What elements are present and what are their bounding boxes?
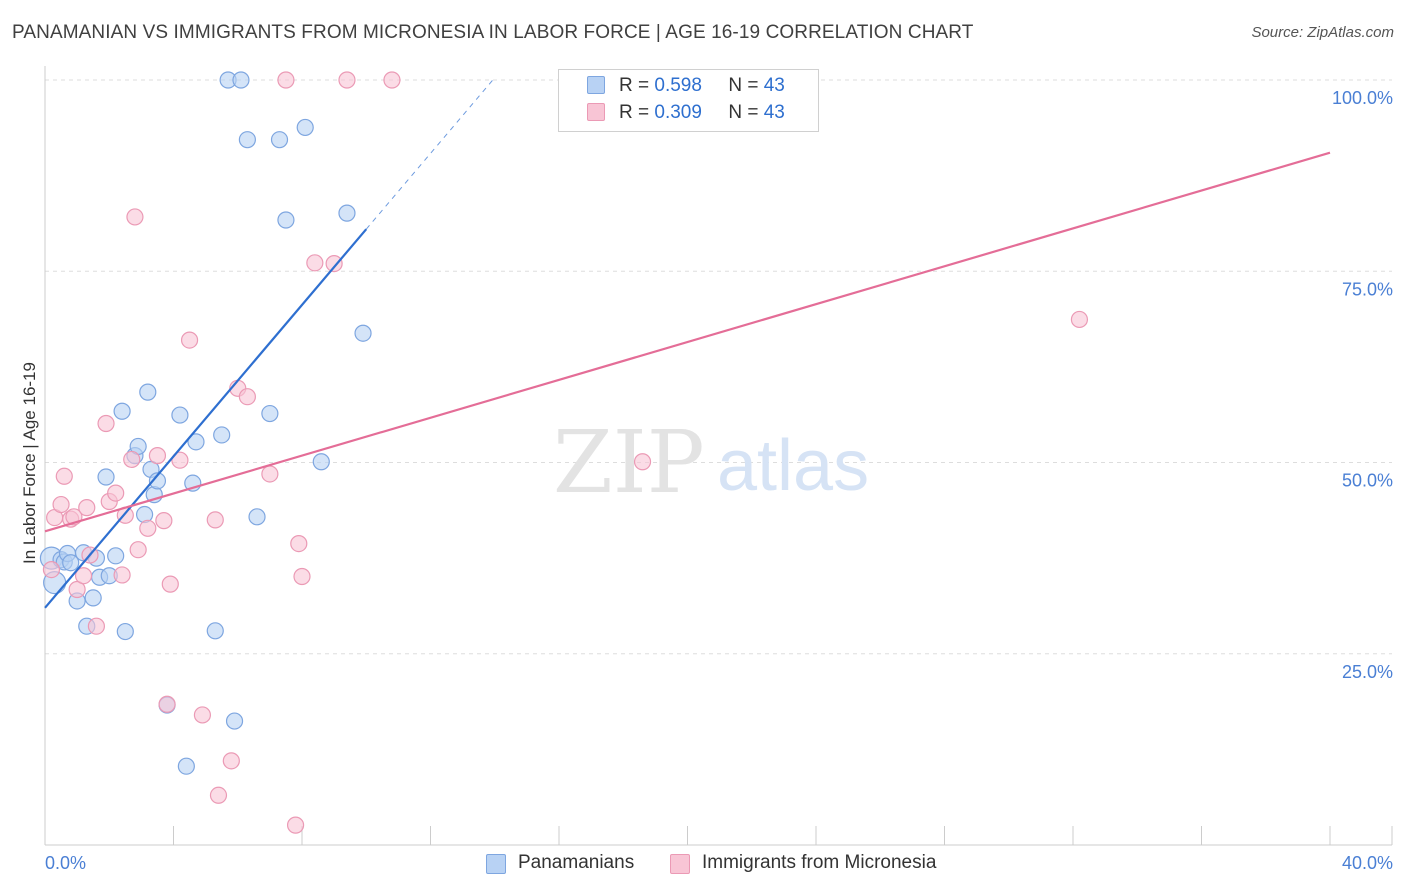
micronesia-point xyxy=(74,567,93,585)
r-value: 0.598 xyxy=(654,75,702,96)
panamanian-point xyxy=(187,433,205,451)
micronesia-point xyxy=(148,447,167,465)
panamanian-point xyxy=(206,622,224,640)
panamanian-point xyxy=(270,131,289,149)
panamanian-point xyxy=(213,426,231,444)
watermark-zip: ZIP xyxy=(553,413,705,513)
n-value: 43 xyxy=(763,102,785,123)
panamanian-point xyxy=(296,118,314,137)
panamanian-point xyxy=(338,204,356,222)
micronesia-point xyxy=(126,208,144,226)
micronesia-point xyxy=(107,484,125,502)
micronesia-point xyxy=(78,499,96,517)
panamanian-point xyxy=(232,71,250,89)
stats-legend: R = 0.598 N = 43 R = 0.309 N = 43 xyxy=(558,69,819,132)
panamanian-point xyxy=(148,472,167,490)
micronesia-trend-line xyxy=(44,151,1331,533)
panamanian-point xyxy=(113,402,131,420)
trend-lines xyxy=(44,77,1331,609)
chart-source: Source: ZipAtlas.com xyxy=(1251,24,1394,41)
micronesia-point xyxy=(158,695,176,713)
pink-swatch xyxy=(670,854,690,874)
r-value: 0.309 xyxy=(654,102,702,123)
micronesia-point xyxy=(193,706,212,724)
r-label: R = xyxy=(619,102,650,123)
tick-labels: 25.0% 50.0% 75.0% 100.0% 0.0% 40.0% In Labor F… xyxy=(20,88,1393,873)
panamanian-trend-line xyxy=(44,228,368,609)
micronesia-point xyxy=(286,816,305,834)
y-tick-label: 100.0% xyxy=(1332,88,1393,108)
micronesia-point xyxy=(277,71,295,89)
micronesia-point xyxy=(171,451,189,469)
micronesia-point xyxy=(129,541,147,559)
y-axis-label: In Labor Force | Age 16-19 xyxy=(20,362,39,564)
panamanian-point xyxy=(354,324,372,342)
micronesia-point xyxy=(238,388,256,406)
r-label: R = xyxy=(619,75,650,96)
micronesia-point xyxy=(52,495,70,514)
y-tick-label: 75.0% xyxy=(1342,279,1393,299)
micronesia-point xyxy=(209,786,228,804)
micronesia-point xyxy=(87,617,106,635)
micronesia-point xyxy=(97,414,115,433)
micronesia-point xyxy=(290,534,308,553)
legend-label-panamanians: Panamanians xyxy=(518,852,635,873)
panamanian-point xyxy=(97,468,115,486)
n-label: N = xyxy=(728,75,759,96)
micronesia-point xyxy=(1070,310,1089,329)
n-value: 43 xyxy=(763,75,785,96)
x-tick-label-max: 40.0% xyxy=(1342,853,1393,873)
gridlines xyxy=(45,79,1392,655)
y-tick-label: 50.0% xyxy=(1342,471,1393,491)
x-tick-label-min: 0.0% xyxy=(45,853,86,873)
micronesia-point xyxy=(633,453,652,471)
n-label: N = xyxy=(728,102,759,123)
pink-swatch xyxy=(587,103,605,121)
panamanian-point xyxy=(139,383,157,401)
panamanian-point xyxy=(171,406,189,424)
panamanian-point xyxy=(62,554,80,572)
panamanian-point xyxy=(225,712,244,730)
micronesia-point xyxy=(155,512,173,530)
watermark-atlas: atlas xyxy=(717,426,869,506)
blue-swatch xyxy=(486,854,506,874)
panamanian-point xyxy=(312,453,330,471)
watermark: ZIP atlas xyxy=(553,413,869,513)
micronesia-point xyxy=(161,575,179,593)
micronesia-point xyxy=(139,519,157,537)
chart-title: PANAMANIAN VS IMMIGRANTS FROM MICRONESIA… xyxy=(12,22,974,43)
micronesia-point xyxy=(123,450,141,469)
panamanian-point xyxy=(177,757,195,775)
micronesia-point xyxy=(113,566,131,584)
micronesia-point xyxy=(325,255,343,273)
micronesia-point xyxy=(306,254,324,272)
panamanian-point xyxy=(238,131,256,149)
panamanian-point xyxy=(248,508,266,526)
panamanian-trend-extension xyxy=(365,77,496,230)
panamanian-point xyxy=(277,211,295,229)
micronesia-point xyxy=(222,752,240,770)
micronesia-point xyxy=(42,560,61,579)
panamanian-point xyxy=(261,404,279,423)
micronesia-point xyxy=(180,331,199,349)
panamanian-point xyxy=(84,589,102,607)
data-points xyxy=(39,71,1089,834)
micronesia-point xyxy=(338,71,356,89)
legend-label-micronesia: Immigrants from Micronesia xyxy=(702,852,937,873)
micronesia-point xyxy=(206,511,224,529)
panamanian-point xyxy=(116,622,134,641)
blue-swatch xyxy=(587,76,605,94)
micronesia-point xyxy=(55,467,73,485)
micronesia-point xyxy=(383,71,401,89)
panamanian-point xyxy=(107,547,125,565)
micronesia-point xyxy=(68,580,86,599)
micronesia-point xyxy=(293,567,311,586)
micronesia-point xyxy=(261,465,279,483)
y-tick-label: 25.0% xyxy=(1342,662,1393,682)
